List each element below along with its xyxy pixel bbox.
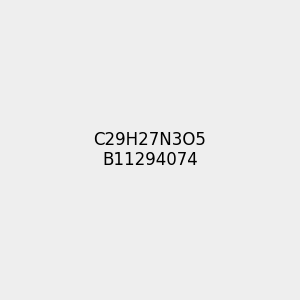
Text: C29H27N3O5
B11294074: C29H27N3O5 B11294074 — [94, 130, 206, 170]
